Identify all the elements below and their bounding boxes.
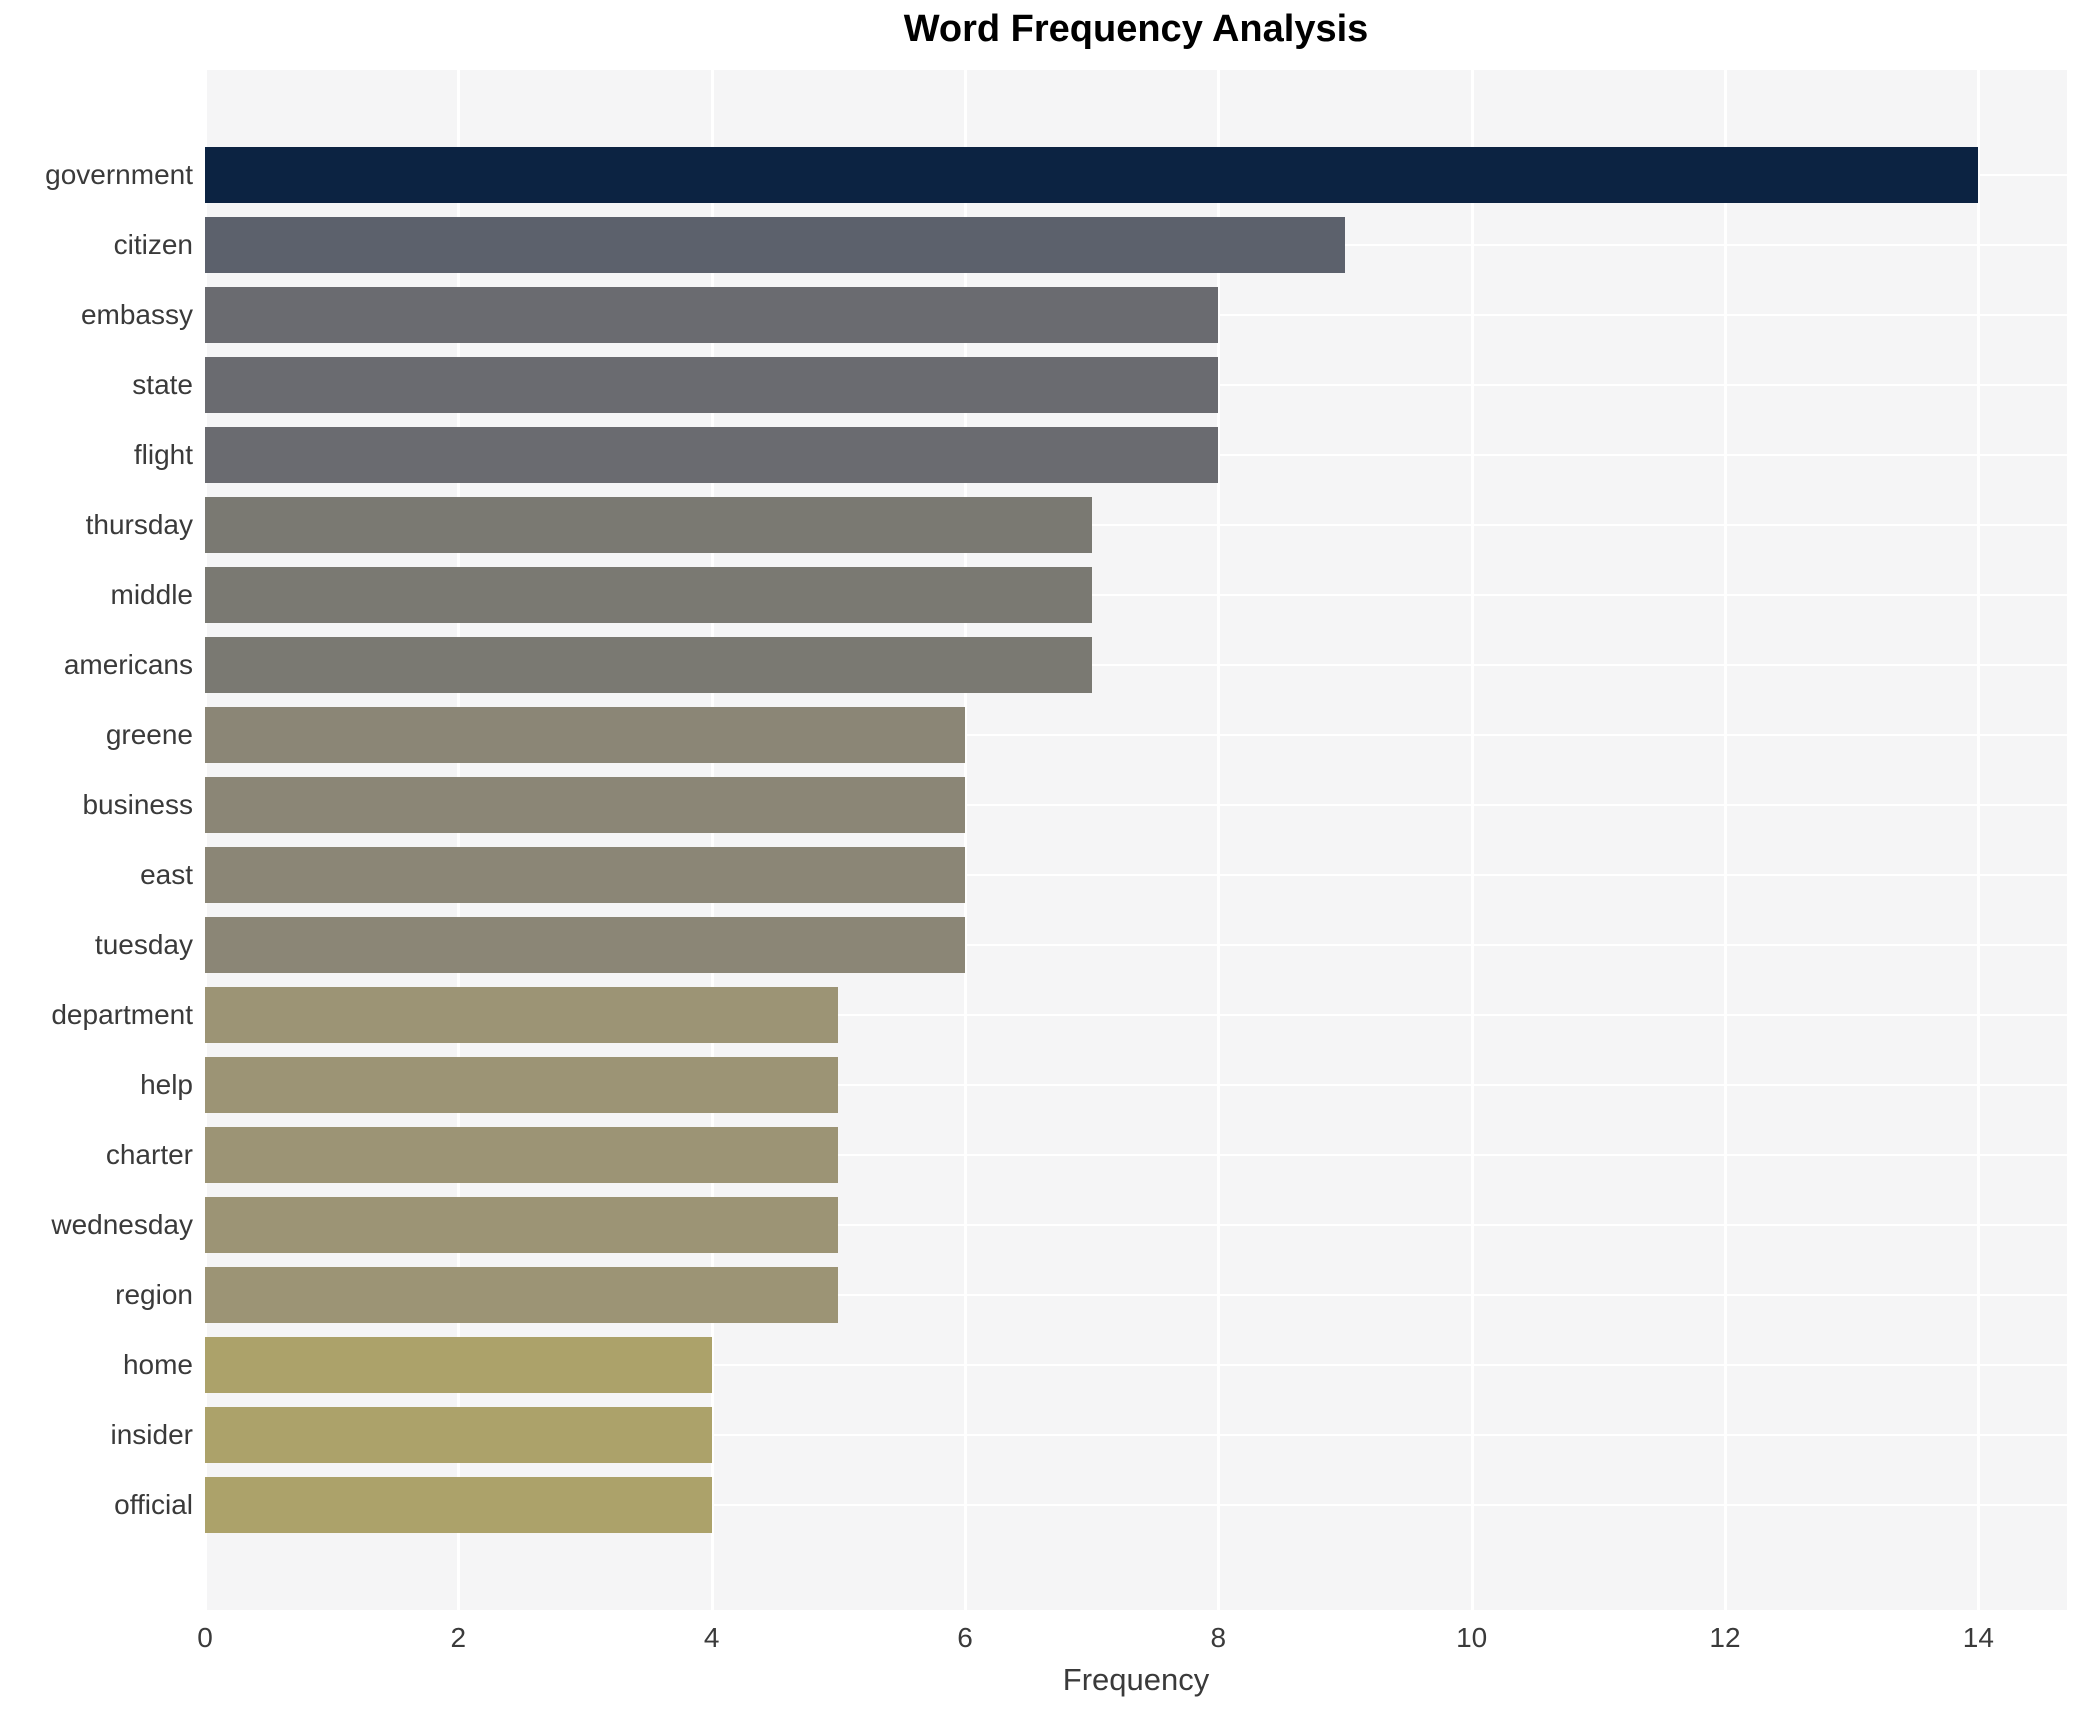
horizontal-gridline <box>205 804 2067 806</box>
vertical-gridline <box>204 70 207 1610</box>
horizontal-gridline <box>205 1504 2067 1506</box>
x-tick-2: 2 <box>450 1622 467 1653</box>
bar-wednesday <box>205 1197 839 1253</box>
horizontal-gridline <box>205 944 2067 946</box>
bar-citizen <box>205 217 1345 273</box>
y-label-thursday: thursday <box>85 509 193 540</box>
y-label-east: east <box>140 859 193 890</box>
bar-americans <box>205 637 1092 693</box>
y-label-middle: middle <box>110 579 193 610</box>
vertical-gridline <box>1470 70 1474 1610</box>
horizontal-gridline <box>205 1084 2067 1086</box>
x-tick-0: 0 <box>197 1622 213 1653</box>
horizontal-gridline <box>205 1154 2067 1156</box>
x-tick-12: 12 <box>1709 1622 1741 1653</box>
y-label-greene: greene <box>105 719 193 750</box>
bar-help <box>205 1057 839 1113</box>
horizontal-gridline <box>205 524 2067 526</box>
bar-thursday <box>205 497 1092 553</box>
bar-charter <box>205 1127 839 1183</box>
y-label-home: home <box>122 1349 193 1380</box>
bar-department <box>205 987 839 1043</box>
y-label-citizen: citizen <box>113 229 193 260</box>
vertical-gridline <box>964 70 967 1610</box>
y-label-charter: charter <box>105 1139 193 1170</box>
bar-state <box>205 357 1219 413</box>
horizontal-gridline <box>205 1434 2067 1436</box>
bar-home <box>205 1337 712 1393</box>
y-label-help: help <box>140 1069 193 1100</box>
y-label-flight: flight <box>133 439 193 470</box>
vertical-gridline <box>1977 70 1981 1610</box>
y-label-region: region <box>115 1279 193 1310</box>
y-label-americans: americans <box>63 649 193 680</box>
y-label-tuesday: tuesday <box>94 929 193 960</box>
horizontal-gridline <box>205 594 2067 596</box>
bar-insider <box>205 1407 712 1463</box>
bar-official <box>205 1477 712 1533</box>
bar-greene <box>205 707 965 763</box>
y-label-government: government <box>45 159 193 190</box>
horizontal-gridline <box>205 1224 2067 1226</box>
horizontal-gridline <box>205 1364 2067 1366</box>
plot-area <box>204 70 2067 1610</box>
bar-government <box>205 147 1979 203</box>
y-label-embassy: embassy <box>80 299 193 330</box>
y-label-business: business <box>82 789 193 820</box>
x-tick-14: 14 <box>1962 1622 1994 1653</box>
vertical-gridline <box>1724 70 1727 1610</box>
x-axis-title: Frequency <box>1062 1662 1210 1697</box>
horizontal-gridline <box>205 874 2067 876</box>
x-tick-6: 6 <box>957 1622 973 1653</box>
horizontal-gridline <box>205 664 2067 666</box>
vertical-gridline <box>1217 70 1221 1610</box>
bar-region <box>205 1267 839 1323</box>
y-label-state: state <box>132 369 193 400</box>
horizontal-gridline <box>205 734 2067 736</box>
x-tick-4: 4 <box>703 1622 720 1653</box>
y-label-wednesday: wednesday <box>51 1209 193 1240</box>
y-label-insider: insider <box>110 1419 193 1450</box>
bar-tuesday <box>205 917 965 973</box>
x-tick-8: 8 <box>1210 1622 1227 1653</box>
bar-flight <box>205 427 1219 483</box>
vertical-gridline <box>710 70 714 1610</box>
bar-middle <box>205 567 1092 623</box>
bar-east <box>205 847 965 903</box>
horizontal-gridline <box>205 1014 2067 1016</box>
x-tick-10: 10 <box>1456 1622 1488 1653</box>
horizontal-gridline <box>205 1294 2067 1296</box>
chart-title: Word Frequency Analysis <box>903 8 1369 50</box>
bar-embassy <box>205 287 1219 343</box>
y-label-department: department <box>51 999 193 1030</box>
vertical-gridline <box>457 70 461 1610</box>
bar-business <box>205 777 965 833</box>
y-label-official: official <box>114 1489 193 1520</box>
